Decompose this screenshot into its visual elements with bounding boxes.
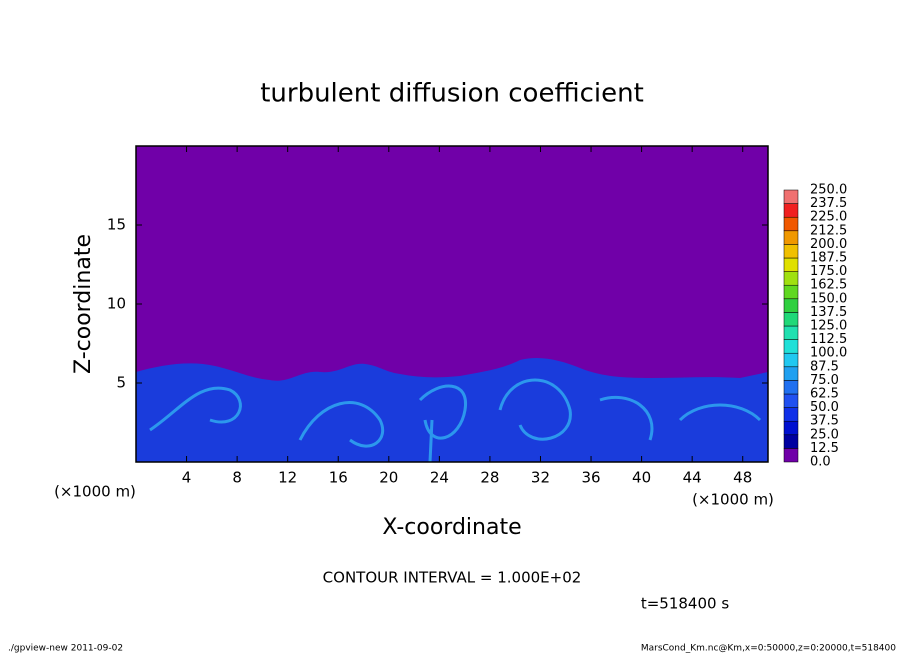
colorbar-label: 250.0	[810, 183, 847, 198]
colorbar-label: 25.0	[810, 427, 839, 442]
footer-right: MarsCond_Km.nc@Km,x=0:50000,z=0:20000,t=…	[641, 644, 896, 654]
chart-title: turbulent diffusion coefficient	[260, 79, 644, 109]
x-tick-label: 20	[379, 469, 398, 487]
x-tick-label: 12	[278, 469, 297, 487]
x-tick-label: 44	[683, 469, 702, 487]
x-tick-label: 40	[632, 469, 651, 487]
x-tick-label: 24	[430, 469, 449, 487]
field-swirls	[149, 378, 762, 463]
colorbar-label: 12.5	[810, 441, 839, 456]
swirl	[599, 395, 654, 441]
colorbar-box	[783, 244, 799, 259]
colorbar-box	[783, 284, 799, 300]
colorbar-label: 0.0	[810, 455, 831, 470]
x-tick-label: 16	[329, 469, 348, 487]
colorbar-box	[783, 407, 799, 422]
colorbar-box	[783, 420, 799, 436]
colorbar-label: 50.0	[810, 400, 839, 415]
colorbar-label: 150.0	[810, 291, 847, 306]
colorbar-label: 212.5	[810, 223, 847, 238]
contour-interval: CONTOUR INTERVAL = 1.000E+02	[323, 569, 582, 587]
colorbar-box	[783, 325, 799, 340]
colorbar-box	[783, 393, 799, 408]
colorbar-box	[783, 257, 799, 272]
y-tick-label: 15	[107, 216, 126, 234]
x-tick-label: 8	[232, 469, 242, 487]
colorbar-box	[783, 380, 799, 395]
colorbar-box	[783, 203, 799, 218]
y-tick-label: 10	[107, 295, 126, 313]
colorbar-box	[783, 448, 799, 463]
colorbar-label: 62.5	[810, 387, 839, 402]
colorbar-label: 200.0	[810, 237, 847, 252]
colorbar-label: 100.0	[810, 346, 847, 361]
colorbar-label: 225.0	[810, 210, 847, 225]
y-tick-label: 5	[116, 374, 126, 392]
x-unit-label: (×1000 m)	[54, 483, 136, 501]
colorbar-box	[783, 312, 799, 327]
x-tick-label: 32	[531, 469, 550, 487]
x-unit-label: (×1000 m)	[692, 491, 774, 509]
x-tick-label: 48	[733, 469, 752, 487]
swirl	[498, 378, 572, 441]
colorbar-box	[783, 230, 799, 245]
x-tick-label: 28	[480, 469, 499, 487]
colorbar-label: 162.5	[810, 278, 847, 293]
colorbar-box	[783, 339, 799, 354]
colorbar-box	[783, 434, 799, 449]
x-tick-label: 4	[182, 469, 192, 487]
colorbar-box	[783, 366, 799, 381]
x-tick-label: 36	[581, 469, 600, 487]
swirl	[428, 419, 434, 463]
swirl	[298, 401, 385, 448]
colorbar-box	[783, 271, 799, 286]
footer-left: ./gpview-new 2011-09-02	[8, 644, 123, 654]
time-label: t=518400 s	[641, 595, 729, 613]
colorbar-box	[783, 352, 799, 368]
colorbar-box	[783, 298, 799, 313]
colorbar-label: 75.0	[810, 373, 839, 388]
colorbar-label: 175.0	[810, 264, 847, 279]
x-axis-title: X-coordinate	[382, 515, 521, 540]
colorbar-label: 112.5	[810, 332, 847, 347]
colorbar-label: 37.5	[810, 414, 839, 429]
colorbar-label: 125.0	[810, 319, 847, 334]
colorbar-label: 237.5	[810, 196, 847, 211]
y-axis-title: Z-coordinate	[71, 234, 96, 374]
swirl	[149, 386, 242, 432]
colorbar-label: 137.5	[810, 305, 847, 320]
swirl	[418, 384, 467, 440]
colorbar-label: 87.5	[810, 359, 839, 374]
colorbar-box	[783, 216, 799, 232]
colorbar-box	[783, 189, 799, 204]
swirl	[678, 403, 762, 422]
colorbar-label: 187.5	[810, 251, 847, 266]
field-blue-region	[136, 357, 768, 462]
